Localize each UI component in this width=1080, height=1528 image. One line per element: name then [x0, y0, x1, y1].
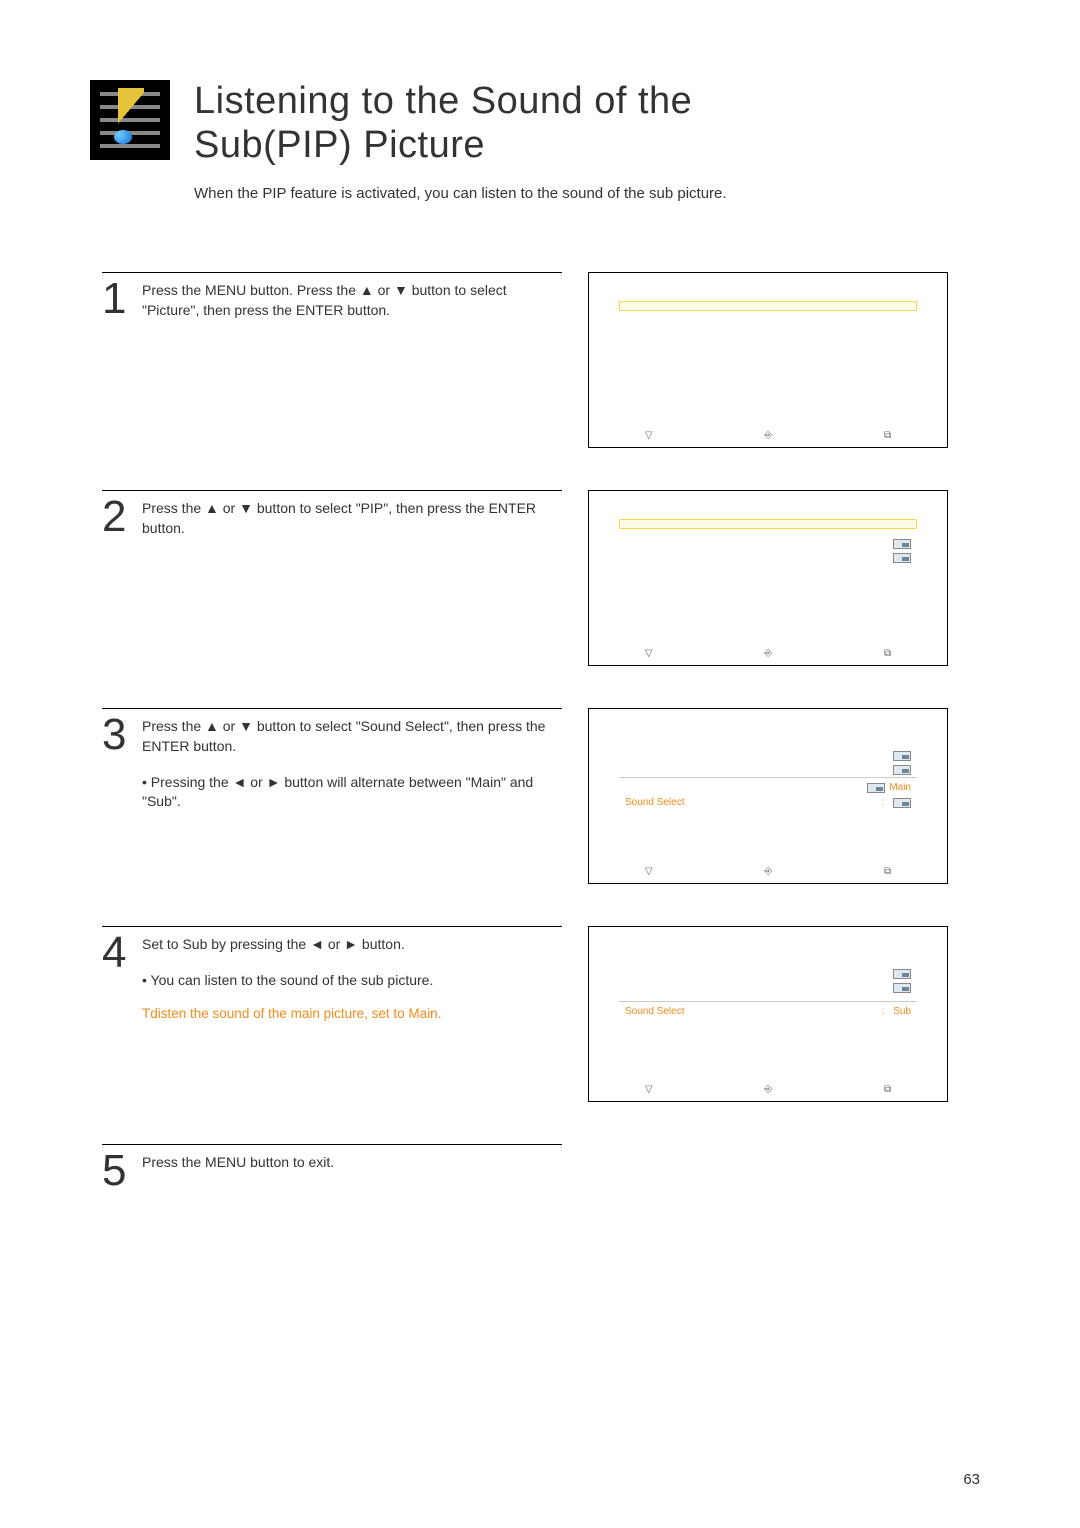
page-number: 63 [963, 1471, 980, 1488]
osd-panel-1: ▽ ⎆ ⧉ [588, 272, 948, 448]
osd-nav: ▽ ⎆ ⧉ [589, 1084, 947, 1095]
osd-selected-row: Sound Select : Sub [619, 1001, 917, 1019]
intro-text: When the PIP feature is activated, you c… [194, 185, 990, 202]
osd-highlight-row [619, 301, 917, 311]
osd-nav: ▽ ⎆ ⧉ [589, 866, 947, 877]
step-number: 4 [102, 933, 136, 1023]
pip-icon [893, 969, 911, 979]
enter-icon: ⎆ [764, 648, 772, 659]
osd-value: Sub [893, 1006, 911, 1017]
step-text: Press the MENU button to exit. [142, 1151, 334, 1191]
pip-icon [867, 783, 885, 793]
pip-icon [893, 553, 911, 563]
osd-row [619, 967, 917, 981]
step-bullet: • Pressing the ◄ or ► button will altern… [142, 773, 562, 812]
step-number: 5 [102, 1151, 136, 1191]
pip-icon [893, 983, 911, 993]
step-text: Press the ▲ or ▼ button to select "Sound… [142, 717, 562, 756]
step-bullet: • You can listen to the sound of the sub… [142, 971, 441, 991]
title-line-1: Listening to the Sound of the [194, 80, 692, 122]
pip-icon [893, 765, 911, 775]
move-icon: ▽ [645, 430, 653, 441]
step-number: 3 [102, 715, 136, 811]
move-icon: ▽ [645, 1084, 653, 1095]
exit-icon: ⧉ [884, 430, 891, 441]
osd-panel-4: Sound Select : Sub ▽ ⎆ ⧉ [588, 926, 948, 1102]
osd-row [619, 551, 917, 565]
exit-icon: ⧉ [884, 648, 891, 659]
step-text: Press the ▲ or ▼ button to select "PIP",… [142, 497, 562, 538]
title-line-2: Sub(PIP) Picture [194, 124, 485, 166]
osd-nav: ▽ ⎆ ⧉ [589, 430, 947, 441]
osd-highlight-row [619, 519, 917, 529]
osd-value: Main [889, 782, 911, 793]
step-2: 2 Press the ▲ or ▼ button to select "PIP… [102, 490, 990, 690]
enter-icon: ⎆ [764, 430, 772, 441]
exit-icon: ⧉ [884, 1084, 891, 1095]
step-text: Press the MENU button. Press the ▲ or ▼ … [142, 279, 562, 320]
osd-label: Sound Select [625, 797, 873, 808]
osd-row [619, 981, 917, 995]
step-text: Set to Sub by pressing the ◄ or ► button… [142, 935, 441, 955]
step-3: 3 Press the ▲ or ▼ button to select "Sou… [102, 708, 990, 908]
exit-icon: ⧉ [884, 866, 891, 877]
move-icon: ▽ [645, 648, 653, 659]
move-icon: ▽ [645, 866, 653, 877]
step-4: 4 Set to Sub by pressing the ◄ or ► butt… [102, 926, 990, 1126]
steps-list: 1 Press the MENU button. Press the ▲ or … [102, 272, 990, 1191]
step-5: 5 Press the MENU button to exit. [102, 1144, 990, 1191]
picture-sound-icon [90, 80, 170, 160]
osd-selected-row: Sound Select : [619, 795, 917, 810]
osd-nav: ▽ ⎆ ⧉ [589, 648, 947, 659]
pip-icon [893, 539, 911, 549]
osd-panel-2: ▽ ⎆ ⧉ [588, 490, 948, 666]
header: Listening to the Sound of the Sub(PIP) P… [90, 80, 990, 167]
step-note: Tdisten the sound of the main picture, s… [142, 1005, 441, 1024]
pip-icon [893, 798, 911, 808]
enter-icon: ⎆ [764, 866, 772, 877]
osd-row [619, 763, 917, 777]
step-1: 1 Press the MENU button. Press the ▲ or … [102, 272, 990, 472]
step-number: 2 [102, 497, 136, 538]
osd-row [619, 749, 917, 763]
osd-panel-3: Main Sound Select : ▽ ⎆ ⧉ [588, 708, 948, 884]
osd-row: Main [619, 777, 917, 795]
osd-label: Sound Select [625, 1006, 873, 1017]
enter-icon: ⎆ [764, 1084, 772, 1095]
osd-row [619, 537, 917, 551]
page-title: Listening to the Sound of the Sub(PIP) P… [194, 80, 692, 167]
step-number: 1 [102, 279, 136, 320]
pip-icon [893, 751, 911, 761]
